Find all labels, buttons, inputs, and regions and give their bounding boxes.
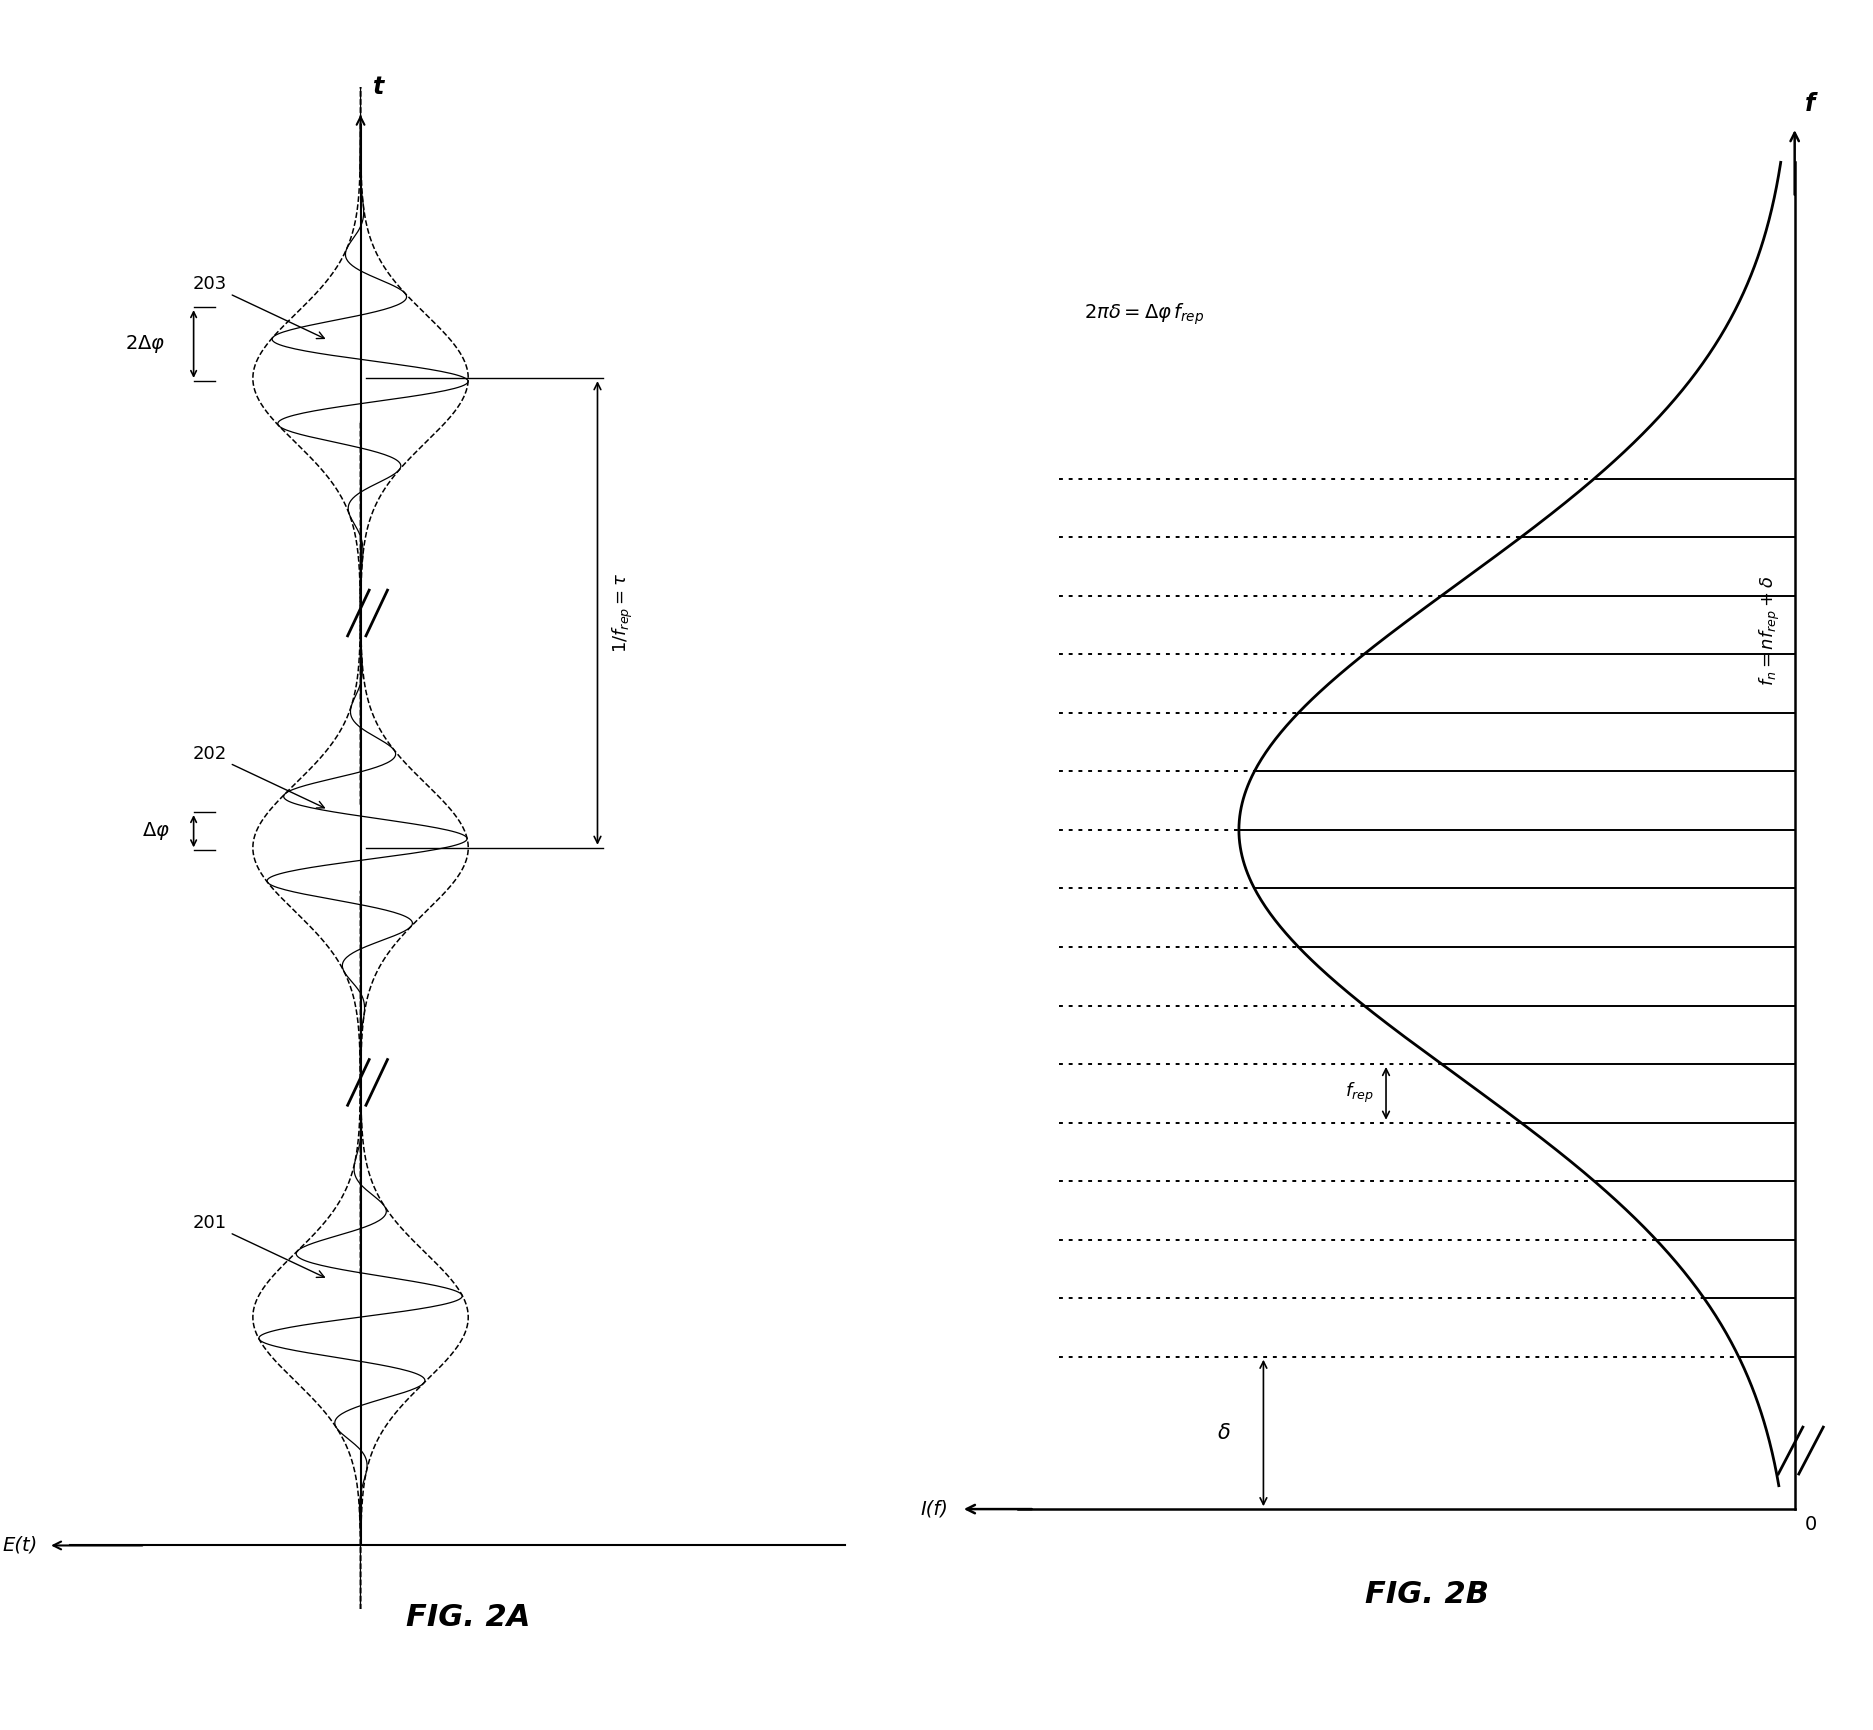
Text: f: f bbox=[1804, 92, 1815, 116]
Text: 201: 201 bbox=[193, 1214, 324, 1277]
Text: FIG. 2A: FIG. 2A bbox=[406, 1602, 530, 1631]
Text: $\Delta\varphi$: $\Delta\varphi$ bbox=[142, 820, 170, 843]
Text: $\delta$: $\delta$ bbox=[1217, 1424, 1231, 1443]
Text: $2\pi\delta = \Delta\varphi \, f_{rep}$: $2\pi\delta = \Delta\varphi \, f_{rep}$ bbox=[1084, 301, 1204, 327]
Text: E(t): E(t) bbox=[2, 1536, 37, 1555]
Text: $f_{rep}$: $f_{rep}$ bbox=[1345, 1081, 1373, 1105]
Text: FIG. 2B: FIG. 2B bbox=[1365, 1579, 1489, 1609]
Text: $f_n = nf_{rep}+ \delta$: $f_n = nf_{rep}+ \delta$ bbox=[1759, 576, 1783, 687]
Text: $1/f_{rep}= \tau$: $1/f_{rep}= \tau$ bbox=[611, 573, 635, 654]
Text: 203: 203 bbox=[193, 275, 324, 339]
Text: I(f): I(f) bbox=[922, 1500, 950, 1519]
Text: t: t bbox=[373, 74, 384, 99]
Text: 0: 0 bbox=[1804, 1515, 1817, 1535]
Text: $2\Delta\varphi$: $2\Delta\varphi$ bbox=[125, 334, 165, 355]
Text: 202: 202 bbox=[193, 746, 324, 808]
